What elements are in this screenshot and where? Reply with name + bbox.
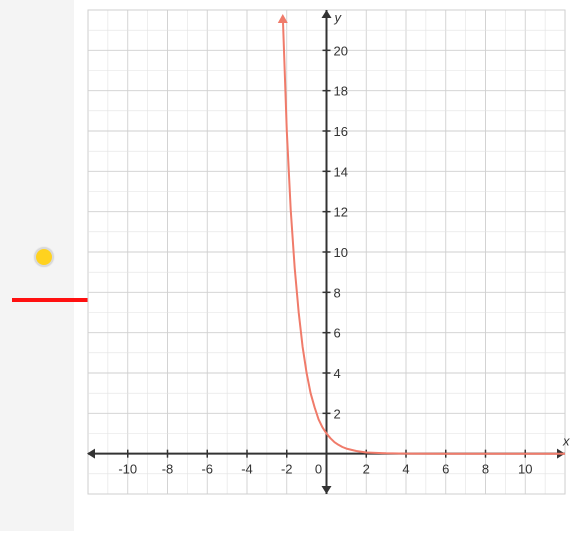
y-axis-label: y (334, 10, 343, 25)
x-tick-label: -2 (281, 462, 293, 477)
x-tick-label: 0 (315, 462, 322, 477)
y-tick-label: 2 (334, 406, 341, 421)
x-tick-label: 10 (518, 462, 532, 477)
y-tick-label: 20 (334, 43, 348, 58)
x-tick-label: -8 (162, 462, 174, 477)
x-tick-label: -6 (201, 462, 213, 477)
ticks: -10 -8 -6 -4 -2 0 2 4 6 8 10 2 4 6 8 10 12 14 16 18 20 (118, 43, 532, 476)
y-tick-label: 10 (334, 245, 348, 260)
x-tick-label: -4 (241, 462, 253, 477)
y-tick-label: 8 (334, 285, 341, 300)
x-tick-label: 2 (363, 462, 370, 477)
x-axis-label: x (562, 434, 570, 449)
x-tick-label: 8 (482, 462, 489, 477)
y-tick-label: 16 (334, 124, 348, 139)
x-axis-left-arrow (87, 448, 95, 459)
yellow-dot-icon[interactable] (34, 247, 54, 267)
series-arrow-head (277, 14, 288, 24)
y-tick-label: 18 (334, 84, 348, 99)
x-tick-label: -10 (118, 462, 137, 477)
y-tick-label: 14 (334, 164, 348, 179)
y-tick-label: 12 (334, 205, 348, 220)
left-side-panel (0, 0, 74, 531)
y-tick-label: 6 (334, 326, 341, 341)
x-tick-label: 6 (442, 462, 449, 477)
series-line (281, 16, 565, 455)
series-layer (277, 14, 565, 455)
y-tick-label: 4 (334, 366, 341, 381)
x-tick-label: 4 (402, 462, 409, 477)
red-line-marker (12, 298, 91, 302)
y-axis-up-arrow (321, 10, 332, 18)
y-axis-down-arrow (321, 486, 332, 494)
